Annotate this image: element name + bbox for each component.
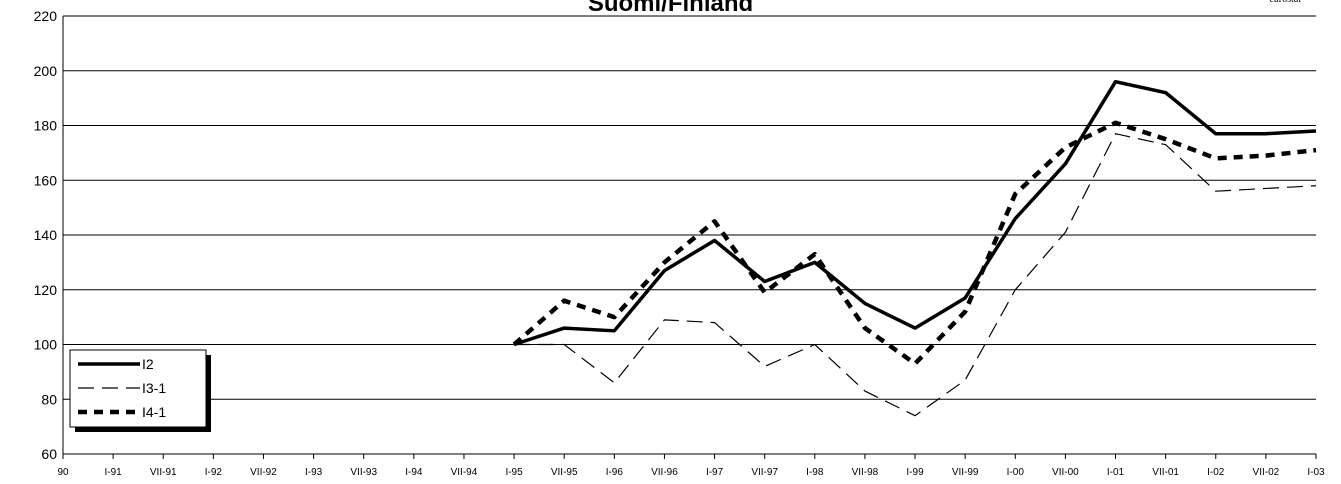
tick-labels: 60 80 100 120 140 160 180 200 220 90 I-91 VII-91 I-9… xyxy=(34,8,1325,478)
x-tick-label: VII-92 xyxy=(250,467,277,478)
x-tick-label: I-02 xyxy=(1207,467,1225,478)
y-tick-label: 140 xyxy=(34,227,58,243)
x-tick-label: I-99 xyxy=(906,467,924,478)
legend-label-i2: I2 xyxy=(142,356,154,372)
x-tick-label: VII-95 xyxy=(551,467,578,478)
series-line-i2 xyxy=(513,79,1317,347)
axes xyxy=(62,16,1317,459)
x-tick-label: I-94 xyxy=(405,467,423,478)
series-lines xyxy=(512,79,1317,417)
y-tick-label: 160 xyxy=(34,172,58,188)
x-tick-label: I-96 xyxy=(606,467,624,478)
x-tick-label: I-01 xyxy=(1107,467,1125,478)
x-tick-label: I-92 xyxy=(205,467,223,478)
x-tick-label: VII-98 xyxy=(852,467,879,478)
x-tick-label: 90 xyxy=(57,467,69,478)
legend-label-i4-1: I4-1 xyxy=(142,404,166,420)
legend: I2 I3-1 I4-1 xyxy=(69,349,211,432)
y-tick-label: 60 xyxy=(41,446,57,462)
x-tick-label: VII-91 xyxy=(150,467,177,478)
x-tick-label: I-91 xyxy=(105,467,123,478)
y-tick-label: 180 xyxy=(34,118,58,134)
y-tick-label: 200 xyxy=(34,63,58,79)
x-tick-label: VII-96 xyxy=(651,467,678,478)
x-tick-label: VII-01 xyxy=(1152,467,1179,478)
chart-title: Suomi/Finland xyxy=(587,0,754,17)
x-tick-label: I-93 xyxy=(305,467,323,478)
source-label: eurostat xyxy=(1269,0,1301,5)
x-tick-label: I-98 xyxy=(806,467,824,478)
y-tick-label: 120 xyxy=(34,282,58,298)
series-line-i4-1 xyxy=(512,120,1317,366)
x-tick-label: VII-00 xyxy=(1052,467,1079,478)
x-tick-label: I-95 xyxy=(505,467,523,478)
y-tick-label: 100 xyxy=(34,337,58,353)
x-tick-label: VII-99 xyxy=(952,467,979,478)
legend-label-i3-1: I3-1 xyxy=(142,380,166,396)
x-tick-label: VII-02 xyxy=(1253,467,1280,478)
y-tick-label: 80 xyxy=(41,391,57,407)
gridlines xyxy=(63,15,1316,455)
x-tick-label: I-97 xyxy=(706,467,724,478)
y-tick-label: 220 xyxy=(34,8,58,24)
series-line-i3-1 xyxy=(514,133,1317,417)
x-tick-label: I-03 xyxy=(1307,467,1325,478)
x-tick-label: VII-93 xyxy=(350,467,377,478)
x-tick-label: I-00 xyxy=(1007,467,1025,478)
x-tick-label: VII-97 xyxy=(751,467,778,478)
x-tick-label: VII-94 xyxy=(451,467,478,478)
